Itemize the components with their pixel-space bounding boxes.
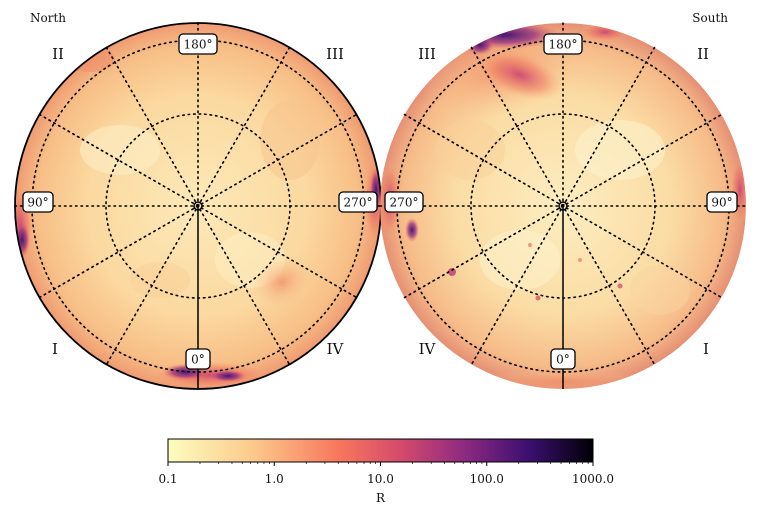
colorbar-tick-label: 0.1 — [158, 472, 177, 486]
south-panel: South — [379, 11, 747, 389]
north-quadrant-top-right: III — [326, 45, 344, 63]
svg-text:180°: 180° — [549, 38, 578, 52]
south-pole-marker — [558, 201, 568, 211]
svg-text:0°: 0° — [556, 353, 570, 367]
colorbar-label: R — [376, 491, 386, 505]
north-quadrant-top-left: II — [52, 45, 64, 63]
svg-text:0°: 0° — [191, 353, 205, 367]
south-quadrant-bottom-right: I — [703, 340, 709, 358]
north-quadrant-bottom-right: IV — [327, 340, 345, 358]
colorbar-tick-label: 1.0 — [265, 472, 284, 486]
north-title: North — [30, 11, 66, 25]
south-lon-label-left: 270° — [384, 191, 424, 213]
colorbar-tick-label: 10.0 — [367, 472, 394, 486]
north-lon-label-left: 90° — [22, 191, 54, 213]
colorbar-gradient — [167, 438, 594, 463]
south-lon-label-right: 90° — [706, 191, 738, 213]
south-quadrant-top-left: III — [418, 45, 436, 63]
colorbar-ticks: 0.1 1.0 10.0 100.0 1000.0 — [158, 462, 614, 486]
svg-text:90°: 90° — [27, 196, 48, 210]
colorbar: 0.1 1.0 10.0 100.0 1000.0 R — [158, 438, 614, 505]
colorbar-tick-label: 1000.0 — [572, 472, 614, 486]
south-lon-label-bottom: 0° — [550, 348, 576, 370]
north-quadrant-bottom-left: I — [52, 340, 58, 358]
south-lon-label-top: 180° — [543, 33, 583, 55]
colorbar-tick-label: 100.0 — [470, 472, 504, 486]
south-quadrant-bottom-left: IV — [419, 340, 437, 358]
svg-text:270°: 270° — [390, 196, 419, 210]
north-lon-label-top: 180° — [178, 33, 218, 55]
north-lon-label-bottom: 0° — [185, 348, 211, 370]
south-quadrant-top-right: II — [697, 45, 709, 63]
north-lon-label-right: 270° — [338, 191, 378, 213]
svg-text:180°: 180° — [184, 38, 213, 52]
north-panel: North — [14, 11, 382, 390]
south-title: South — [692, 11, 728, 25]
north-pole-marker — [193, 201, 203, 211]
svg-text:90°: 90° — [711, 196, 732, 210]
svg-text:270°: 270° — [344, 196, 373, 210]
